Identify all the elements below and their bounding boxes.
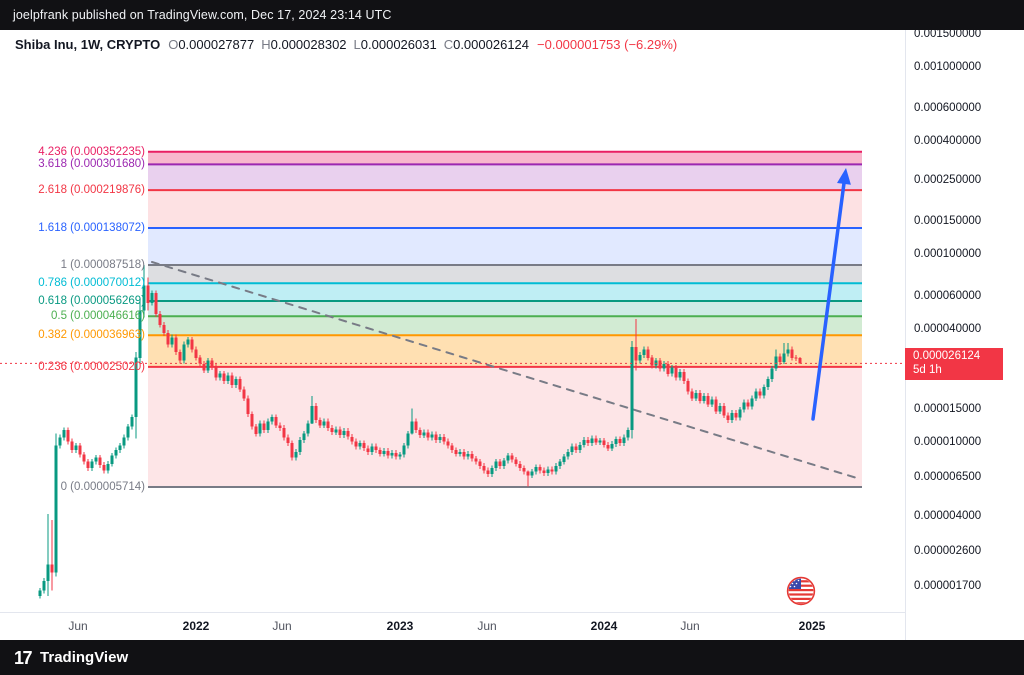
ohlc-field: O0.000027877 xyxy=(168,37,255,52)
ohlc-values: O0.000027877 H0.000028302 L0.000026031 C0.0… xyxy=(168,37,529,52)
time-axis-label: Jun xyxy=(68,619,88,633)
us-flag-icon xyxy=(786,576,816,606)
ohlc-field: L0.000026031 xyxy=(353,37,437,52)
current-price-badge: 0.000026124 5d 1h xyxy=(905,348,1003,381)
price-axis-label: 0.000600000 xyxy=(914,102,982,115)
price-axis-label: 0.000250000 xyxy=(914,173,982,186)
ohlc-field: H0.000028302 xyxy=(261,37,347,52)
current-price-value: 0.000026124 xyxy=(913,350,981,363)
price-axis-label: 0.000002600 xyxy=(914,545,982,558)
price-axis-label: 0.000015000 xyxy=(914,402,982,415)
price-axis-label: 0.000006500 xyxy=(914,470,982,483)
footer-bar: 17 TradingView xyxy=(0,640,1024,675)
time-axis-label: Jun xyxy=(272,619,292,633)
price-axis-label: 0.001500000 xyxy=(914,27,982,40)
price-axis-label: 0.000001700 xyxy=(914,579,982,592)
publish-info-bar: joelpfrank published on TradingView.com,… xyxy=(0,0,1024,30)
tradingview-brand[interactable]: TradingView xyxy=(40,649,129,666)
time-axis-label: Jun xyxy=(680,619,700,633)
price-axis-label: 0.000150000 xyxy=(914,215,982,228)
price-axis-label: 0.000060000 xyxy=(914,289,982,302)
price-axis[interactable]: 0.001500000 0.001000000 0.000600000 0.00040… xyxy=(905,27,1024,640)
symbol-title[interactable]: Shiba Inu, 1W, CRYPTO xyxy=(15,37,161,52)
time-axis-label: 2023 xyxy=(386,619,414,633)
time-axis[interactable]: Jun 2022 Jun 2023 Jun 2024 Jun 2025 xyxy=(0,612,1024,640)
time-axis-label: 2025 xyxy=(798,619,826,633)
price-axis-label: 0.000004000 xyxy=(914,510,982,523)
price-axis-label: 0.000040000 xyxy=(914,322,982,335)
time-axis-label: Jun xyxy=(477,619,497,633)
price-axis-label: 0.000400000 xyxy=(914,135,982,148)
time-axis-label: 2022 xyxy=(182,619,210,633)
symbol-header: Shiba Inu, 1W, CRYPTO O0.000027877 H0.000… xyxy=(15,37,677,52)
price-change: −0.000001753 (−6.29%) xyxy=(537,37,678,52)
bar-countdown: 5d 1h xyxy=(913,363,942,376)
ohlc-field: C0.000026124 xyxy=(443,37,530,52)
price-axis-label: 0.001000000 xyxy=(914,60,982,73)
price-axis-label: 0.000100000 xyxy=(914,248,982,261)
price-axis-label: 0.000010000 xyxy=(914,435,982,448)
publish-info-text: joelpfrank published on TradingView.com,… xyxy=(13,8,392,22)
tradingview-logo-icon[interactable]: 17 xyxy=(14,647,33,668)
time-axis-label: 2024 xyxy=(590,619,618,633)
